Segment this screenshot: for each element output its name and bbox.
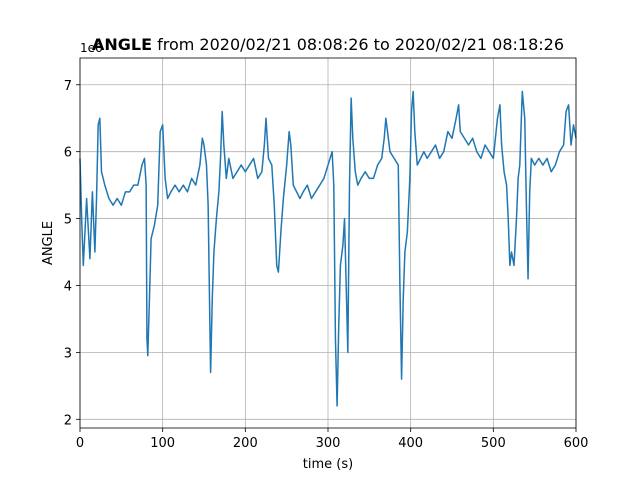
y-tick-label: 5 bbox=[64, 213, 72, 228]
data-line bbox=[79, 90, 577, 407]
offset-text: 1e6 bbox=[80, 41, 103, 55]
x-tick-label: 300 bbox=[316, 436, 341, 451]
y-tick-label: 2 bbox=[64, 413, 72, 428]
x-tick-label: 200 bbox=[233, 436, 258, 451]
title-bold: ANGLE bbox=[92, 35, 152, 54]
x-tick-label: 600 bbox=[564, 436, 589, 451]
x-tick-label: 100 bbox=[150, 436, 175, 451]
plot-frame bbox=[79, 57, 577, 429]
x-tick-label: 400 bbox=[398, 436, 423, 451]
y-tick-label: 4 bbox=[64, 279, 72, 294]
y-tick-label: 3 bbox=[64, 346, 72, 361]
chart-title: ANGLE from 2020/02/21 08:08:26 to 2020/0… bbox=[92, 35, 564, 54]
x-tick-label: 500 bbox=[481, 436, 506, 451]
y-axis-label: ANGLE bbox=[41, 221, 56, 265]
y-tick-label: 6 bbox=[64, 146, 72, 161]
x-tick-label: 0 bbox=[76, 436, 84, 451]
title-text: from 2020/02/21 08:08:26 to 2020/02/21 0… bbox=[157, 35, 564, 54]
x-axis-label: time (s) bbox=[303, 457, 353, 472]
y-tick-label: 7 bbox=[64, 79, 72, 94]
